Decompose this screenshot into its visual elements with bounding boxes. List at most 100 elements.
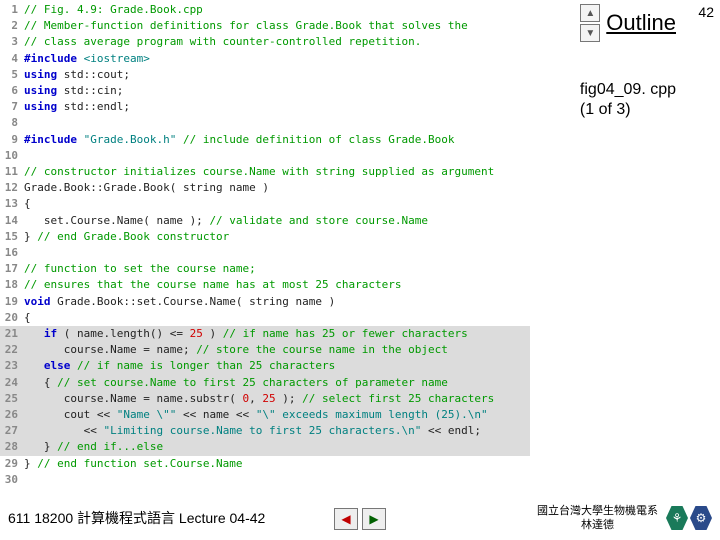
code-content: cout << "Name \"" << name << "\" exceeds…: [24, 407, 488, 423]
code-content: {: [24, 196, 31, 212]
file-part: (1 of 3): [580, 100, 676, 120]
line-number: 1: [0, 2, 24, 18]
code-line: 29} // end function set.Course.Name: [0, 456, 530, 472]
code-line: 3// class average program with counter-c…: [0, 34, 530, 50]
code-line: 19void Grade.Book::set.Course.Name( stri…: [0, 294, 530, 310]
line-number: 17: [0, 261, 24, 277]
code-line: 18// ensures that the course name has at…: [0, 277, 530, 293]
outline-up-button[interactable]: ▲: [580, 4, 600, 22]
line-number: 10: [0, 148, 24, 164]
line-number: 24: [0, 375, 24, 391]
nav-arrows: ◀ ▶: [334, 508, 386, 530]
code-line: 25 course.Name = name.substr( 0, 25 ); /…: [0, 391, 530, 407]
code-content: // class average program with counter-co…: [24, 34, 421, 50]
code-listing: 1// Fig. 4.9: Grade.Book.cpp2// Member-f…: [0, 0, 530, 490]
code-line: 9#include "Grade.Book.h" // include defi…: [0, 132, 530, 148]
line-number: 3: [0, 34, 24, 50]
code-line: 16: [0, 245, 530, 261]
code-content: } // end function set.Course.Name: [24, 456, 243, 472]
file-name: fig04_09. cpp: [580, 80, 676, 100]
code-line: 27 << "Limiting course.Name to first 25 …: [0, 423, 530, 439]
code-line: 4#include <iostream>: [0, 51, 530, 67]
code-content: // Member-function definitions for class…: [24, 18, 468, 34]
code-line: 5using std::cout;: [0, 67, 530, 83]
code-content: using std::endl;: [24, 99, 130, 115]
line-number: 14: [0, 213, 24, 229]
code-content: using std::cin;: [24, 83, 123, 99]
code-content: // constructor initializes course.Name w…: [24, 164, 494, 180]
nav-prev-button[interactable]: ◀: [334, 508, 358, 530]
code-line: 15} // end Grade.Book constructor: [0, 229, 530, 245]
code-line: 6using std::cin;: [0, 83, 530, 99]
line-number: 26: [0, 407, 24, 423]
code-content: void Grade.Book::set.Course.Name( string…: [24, 294, 335, 310]
code-content: #include "Grade.Book.h" // include defin…: [24, 132, 454, 148]
outline-title: Outline: [606, 10, 676, 36]
code-content: #include <iostream>: [24, 51, 150, 67]
code-line: 14 set.Course.Name( name ); // validate …: [0, 213, 530, 229]
code-content: << "Limiting course.Name to first 25 cha…: [24, 423, 481, 439]
code-content: // function to set the course name;: [24, 261, 256, 277]
code-content: course.Name = name.substr( 0, 25 ); // s…: [24, 391, 494, 407]
code-content: Grade.Book::Grade.Book( string name ): [24, 180, 269, 196]
code-content: {: [24, 310, 31, 326]
line-number: 23: [0, 358, 24, 374]
code-content: using std::cout;: [24, 67, 130, 83]
line-number: 29: [0, 456, 24, 472]
line-number: 5: [0, 67, 24, 83]
line-number: 25: [0, 391, 24, 407]
footer-credit-line2: 林達德: [537, 518, 658, 532]
line-number: 15: [0, 229, 24, 245]
line-number: 11: [0, 164, 24, 180]
line-number: 16: [0, 245, 24, 261]
line-number: 21: [0, 326, 24, 342]
code-line: 28 } // end if...else: [0, 439, 530, 455]
line-number: 8: [0, 115, 24, 131]
code-line: 24 { // set course.Name to first 25 char…: [0, 375, 530, 391]
code-content: } // end Grade.Book constructor: [24, 229, 229, 245]
code-line: 12Grade.Book::Grade.Book( string name ): [0, 180, 530, 196]
line-number: 9: [0, 132, 24, 148]
code-line: 20{: [0, 310, 530, 326]
nav-next-button[interactable]: ▶: [362, 508, 386, 530]
line-number: 30: [0, 472, 24, 488]
outline-down-button[interactable]: ▼: [580, 24, 600, 42]
code-line: 2// Member-function definitions for clas…: [0, 18, 530, 34]
code-line: 23 else // if name is longer than 25 cha…: [0, 358, 530, 374]
footer-course-info: 611 18200 計算機程式語言 Lecture 04-42: [8, 508, 265, 528]
footer-credit: 國立台灣大學生物機電系 林達德: [537, 504, 658, 532]
line-number: 18: [0, 277, 24, 293]
code-content: { // set course.Name to first 25 charact…: [24, 375, 448, 391]
line-number: 22: [0, 342, 24, 358]
line-number: 12: [0, 180, 24, 196]
line-number: 7: [0, 99, 24, 115]
code-content: else // if name is longer than 25 charac…: [24, 358, 335, 374]
line-number: 13: [0, 196, 24, 212]
code-line: 17// function to set the course name;: [0, 261, 530, 277]
line-number: 28: [0, 439, 24, 455]
line-number: 4: [0, 51, 24, 67]
line-number: 19: [0, 294, 24, 310]
logo-icons: ⚘ ⚙: [666, 506, 712, 530]
code-content: course.Name = name; // store the course …: [24, 342, 448, 358]
footer-credit-line1: 國立台灣大學生物機電系: [537, 504, 658, 518]
line-number: 20: [0, 310, 24, 326]
code-line: 10: [0, 148, 530, 164]
gear-hex-icon: ⚙: [690, 506, 712, 530]
plant-hex-icon: ⚘: [666, 506, 688, 530]
code-content: set.Course.Name( name ); // validate and…: [24, 213, 428, 229]
code-line: 7using std::endl;: [0, 99, 530, 115]
file-reference: fig04_09. cpp (1 of 3): [580, 80, 676, 120]
code-line: 30: [0, 472, 530, 488]
code-line: 21 if ( name.length() <= 25 ) // if name…: [0, 326, 530, 342]
code-line: 22 course.Name = name; // store the cour…: [0, 342, 530, 358]
code-content: // ensures that the course name has at m…: [24, 277, 402, 293]
page-number: 42: [698, 4, 714, 20]
code-line: 13{: [0, 196, 530, 212]
line-number: 27: [0, 423, 24, 439]
code-line: 26 cout << "Name \"" << name << "\" exce…: [0, 407, 530, 423]
outline-panel: ▲ ▼ Outline: [580, 1, 676, 45]
code-line: 1// Fig. 4.9: Grade.Book.cpp: [0, 2, 530, 18]
line-number: 6: [0, 83, 24, 99]
code-line: 8: [0, 115, 530, 131]
